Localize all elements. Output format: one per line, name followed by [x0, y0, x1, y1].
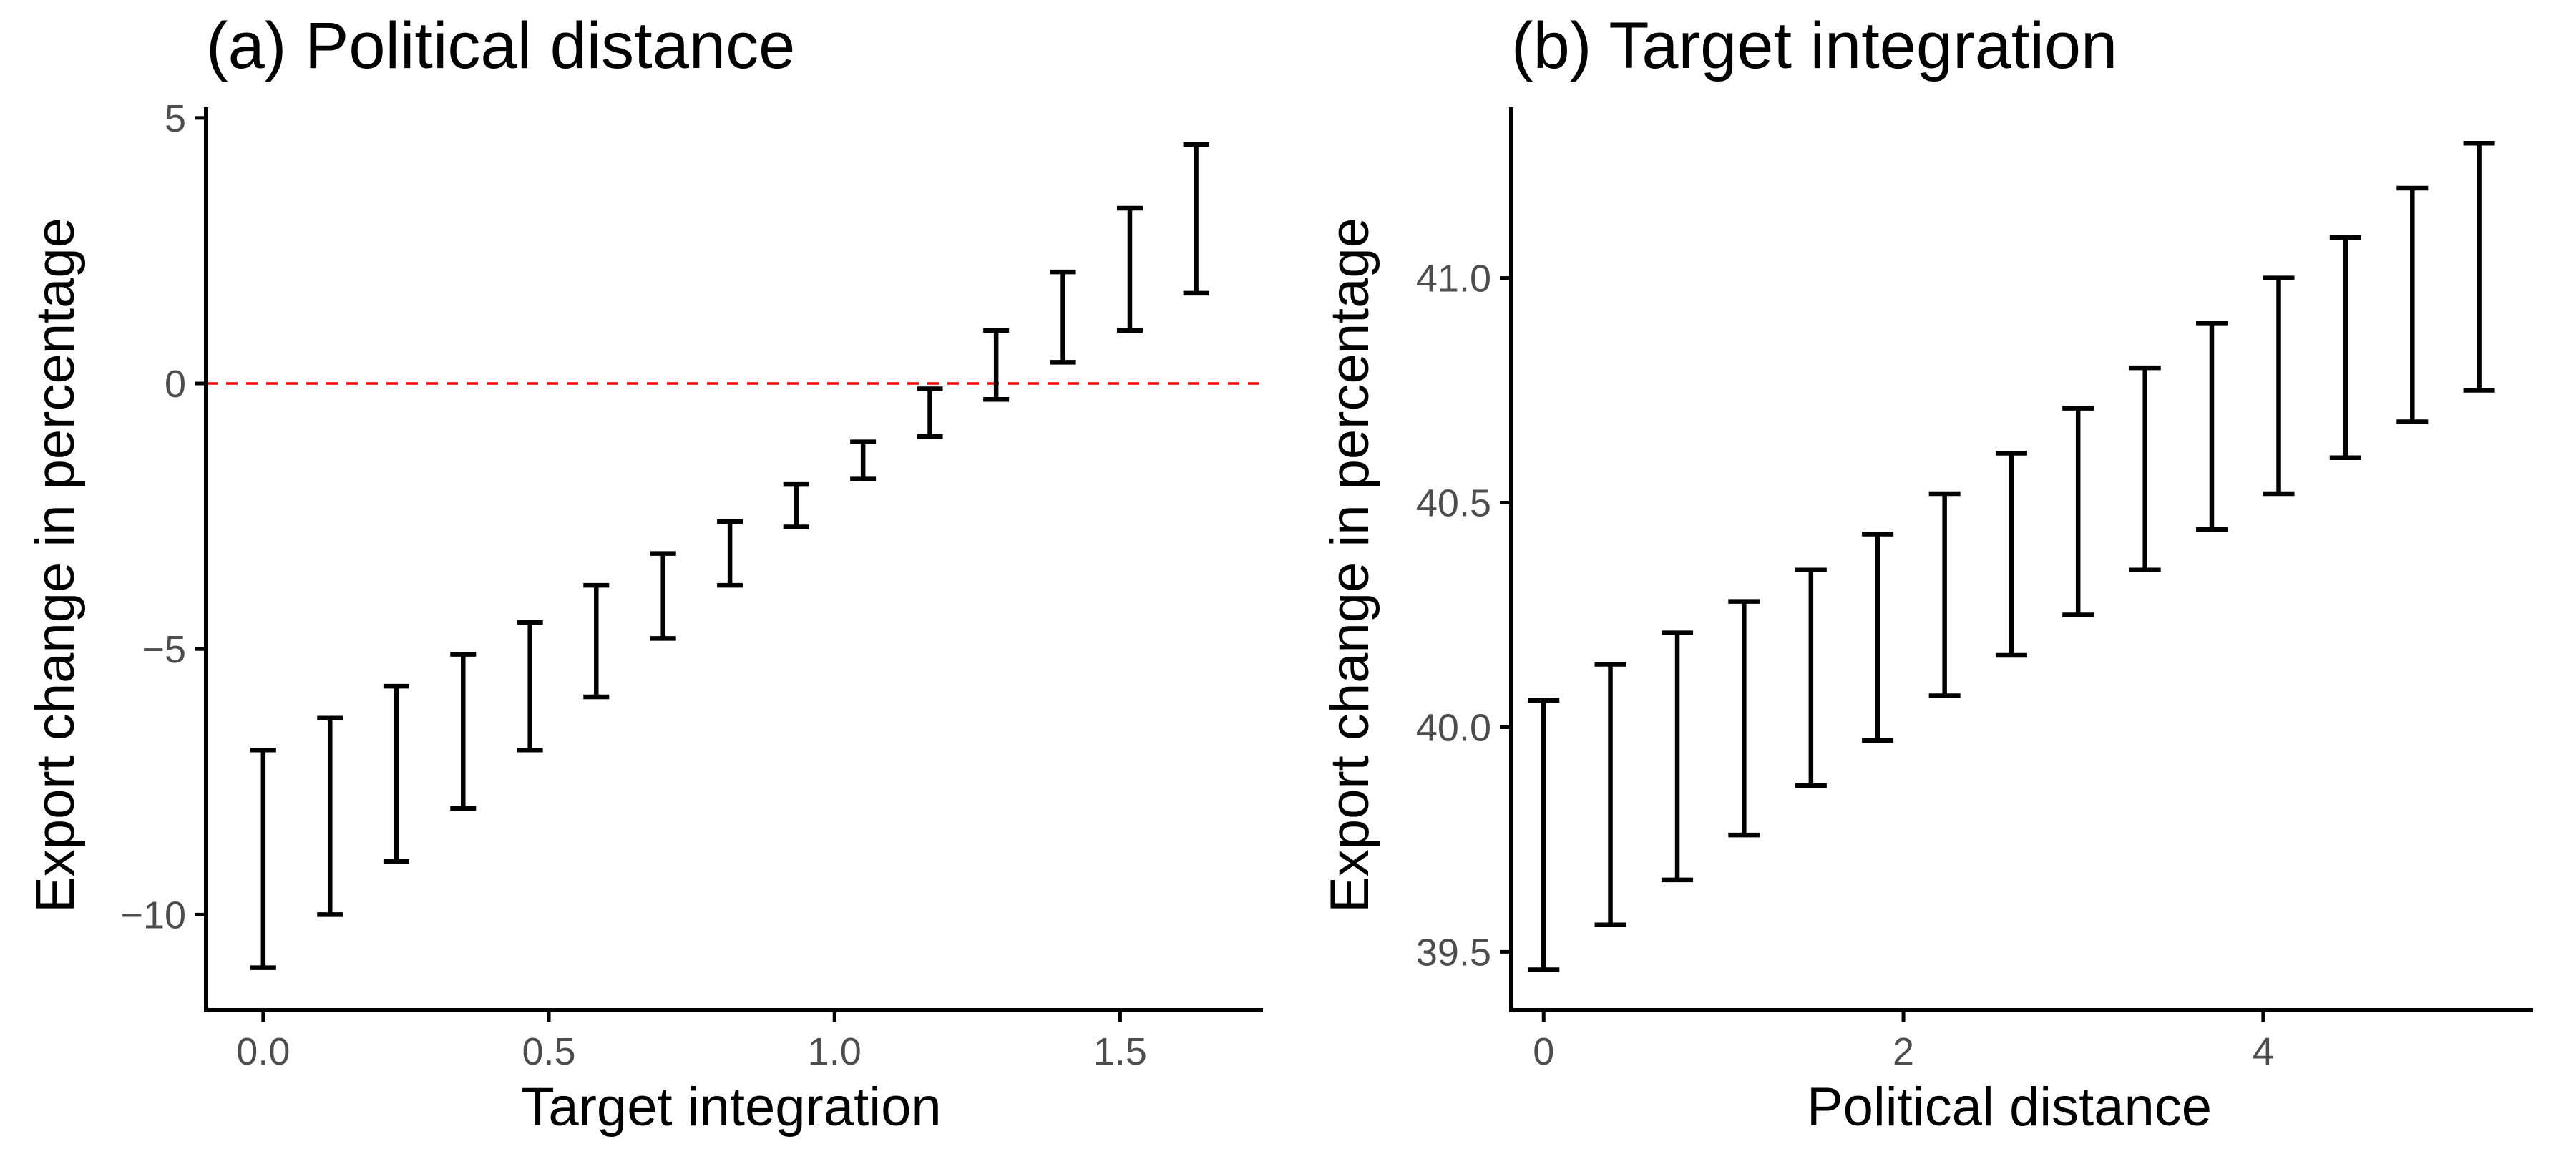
panel-a-x-axis-title: Target integration	[521, 1077, 941, 1138]
panel-a-error-bar	[450, 652, 477, 811]
panel-b-x-tick-label: 0	[1533, 1030, 1554, 1073]
panel-a-y-tick-label: 0	[165, 363, 186, 406]
panel-b-error-bar	[2129, 365, 2161, 572]
panel-a-error-bar	[650, 551, 676, 641]
panel-a-error-bar	[250, 747, 276, 970]
panel-b-y-tick-label: 40.5	[1416, 482, 1491, 525]
panel-b-error-bar	[1594, 662, 1626, 927]
panel-b-error-bar	[1728, 599, 1760, 838]
panel-a-error-bar	[717, 519, 743, 588]
panel-a-x-tick-label: 0.0	[236, 1030, 290, 1073]
panel-b-error-bar	[1928, 491, 1961, 698]
panel-a-error-bar	[1183, 142, 1209, 296]
panel-a-y-axis-title: Export change in percentage	[25, 217, 86, 913]
panel-b-x-axis-title: Political distance	[1807, 1077, 2212, 1138]
panel-b: (b) Target integration Political distanc…	[1319, 9, 2533, 1138]
panel-b-error-bar	[1862, 532, 1894, 743]
panel-a-title: (a) Political distance	[206, 9, 795, 82]
panel-a-error-bar	[583, 582, 610, 700]
panel-a-error-bar	[983, 328, 1010, 402]
panel-a-plot-area: 0.0 0.5 1.0 1.5 −10 −5 0 5	[120, 97, 1263, 1073]
panel-a-y-tick-label: −5	[142, 628, 186, 671]
panel-a-x-tick-label: 0.5	[522, 1030, 575, 1073]
panel-a-error-bar	[1050, 269, 1076, 365]
panel-b-error-bar	[1795, 567, 1827, 788]
panel-a-x-tick-label: 1.0	[808, 1030, 862, 1073]
panel-b-error-bar	[2263, 275, 2295, 497]
panel-b-error-bar	[2396, 185, 2429, 424]
panel-b-plot-area: 0 2 4 39.5 40.0 40.5 41.0	[1416, 107, 2533, 1073]
panel-b-error-bar	[2195, 321, 2228, 532]
panel-a-error-bar	[383, 683, 409, 864]
panel-a-error-bar	[783, 481, 809, 529]
panel-b-x-tick-label: 4	[2253, 1030, 2274, 1073]
panel-a-error-bar	[1116, 205, 1143, 333]
panel-b-title: (b) Target integration	[1511, 9, 2117, 82]
panel-b-y-tick-label: 40.0	[1416, 706, 1491, 749]
panel-b-y-axis-title: Export change in percentage	[1319, 217, 1380, 913]
panel-b-error-bar	[1528, 698, 1560, 972]
panel-a-error-bar	[517, 620, 543, 753]
panel-b-y-tick-label: 41.0	[1416, 258, 1491, 300]
panel-a-x-tick-label: 1.5	[1093, 1030, 1147, 1073]
panel-b-error-bar	[1662, 630, 1694, 883]
panel-a-error-bar	[917, 386, 943, 439]
panel-a-error-bar	[317, 715, 343, 917]
panel-b-error-bar	[2062, 406, 2094, 617]
panel-a-y-tick-label: −10	[120, 894, 186, 937]
panel-b-error-bar	[2463, 140, 2495, 393]
panel-b-error-bar	[2329, 235, 2361, 460]
panel-a: (a) Political distance Target integratio…	[25, 9, 1263, 1138]
panel-b-y-tick-label: 39.5	[1416, 931, 1491, 974]
panel-b-error-bar	[1995, 451, 2027, 658]
panel-b-x-tick-label: 2	[1893, 1030, 1914, 1073]
panel-a-y-tick-label: 5	[165, 97, 186, 140]
panel-a-error-bar	[850, 439, 877, 481]
